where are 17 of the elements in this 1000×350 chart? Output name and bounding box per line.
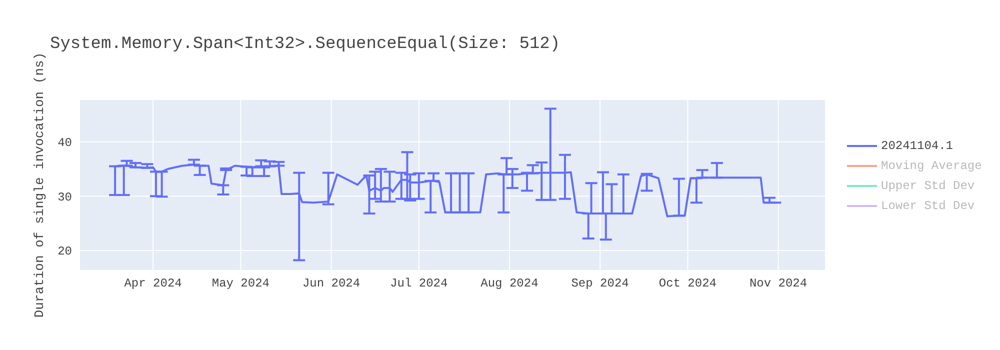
legend-label: Lower Std Dev xyxy=(881,199,975,213)
x-tick-label: Sep 2024 xyxy=(571,276,629,291)
x-tick-label: May 2024 xyxy=(212,276,270,291)
y-tick-label: 20 xyxy=(58,244,72,259)
x-tick-label: Nov 2024 xyxy=(749,276,808,291)
y-tick-label: 40 xyxy=(58,136,72,150)
x-tick-label: Jun 2024 xyxy=(302,276,360,291)
x-tick-label: Oct 2024 xyxy=(658,276,716,291)
x-tick-label: Jul 2024 xyxy=(390,276,448,291)
legend-label: 20241104.1 xyxy=(881,139,954,153)
chart-title: System.Memory.Span<Int32>.SequenceEqual(Size: 512) xyxy=(50,35,560,54)
x-tick-label: Aug 2024 xyxy=(480,276,538,291)
legend-label: Upper Std Dev xyxy=(881,179,975,193)
y-tick-label: 30 xyxy=(58,190,72,204)
x-tick-label: Apr 2024 xyxy=(124,276,182,291)
legend-label: Moving Average xyxy=(881,159,982,173)
y-axis-title: Duration of single invocation (ns) xyxy=(32,52,47,318)
